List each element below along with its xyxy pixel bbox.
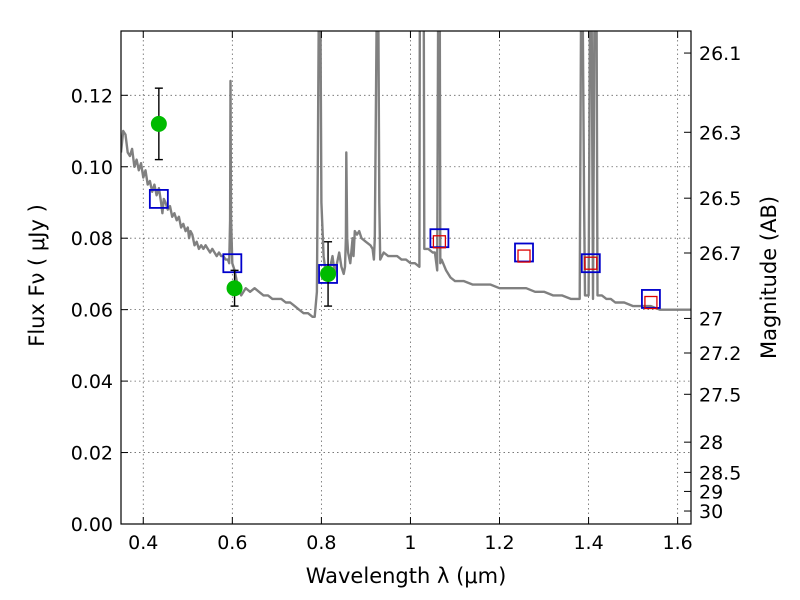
x-axis-title: Wavelength λ (μm)	[306, 564, 507, 588]
right-tick-label: 28.5	[699, 462, 741, 484]
right-tick-label: 26.3	[699, 122, 741, 144]
model-square-blue	[148, 189, 169, 209]
x-tick-label: 0.8	[306, 532, 336, 554]
y-tick-label: 0.12	[71, 85, 113, 107]
right-tick-label: 27	[699, 308, 723, 330]
plot-frame	[120, 30, 692, 525]
right-tick-label: 30	[699, 501, 723, 523]
axis-ticks: 0.4 0.6 0.8 1 1.2 1.4 1.6 0.00 0.02 0.04 0.06 0.08 0…	[71, 31, 741, 554]
right-tick-label: 26.1	[699, 43, 741, 65]
y-tick-label: 0.10	[71, 157, 113, 179]
y-tick-label: 0.02	[71, 443, 113, 465]
right-tick-label: 26.5	[699, 188, 741, 210]
observed-point	[226, 280, 243, 297]
right-axis-title: Magnitude (AB)	[757, 196, 781, 359]
x-tick-label: 1.2	[484, 532, 514, 554]
model-square-red	[432, 235, 447, 249]
model-square-blue	[222, 253, 243, 274]
model-square-red	[517, 249, 531, 263]
x-tick-label: 0.6	[217, 532, 247, 554]
grid	[121, 31, 691, 525]
right-tick-label: 28	[699, 432, 723, 454]
x-tick-label: 0.4	[128, 532, 158, 554]
model-square-red	[644, 295, 658, 310]
y-tick-label: 0.04	[71, 371, 113, 393]
right-tick-label: 29	[699, 481, 723, 503]
x-tick-label: 1.4	[573, 532, 603, 554]
y-tick-label: 0.08	[71, 228, 113, 250]
spectrum-line	[121, 31, 691, 318]
plot-area	[121, 31, 691, 318]
observed-point	[150, 115, 167, 132]
right-tick-label: 27.2	[699, 343, 741, 365]
model-square-red	[584, 256, 598, 270]
x-tick-label: 1	[404, 532, 416, 554]
x-tick-label: 1.6	[663, 532, 693, 554]
model-square-blue	[580, 253, 601, 274]
y-tick-label: 0.06	[71, 300, 113, 322]
right-tick-label: 27.5	[699, 384, 741, 406]
observed-point	[320, 265, 337, 282]
y-axis-title: Flux Fν ( μJy )	[25, 204, 49, 347]
y-tick-label: 0.00	[71, 514, 113, 536]
right-tick-label: 26.7	[699, 243, 741, 265]
